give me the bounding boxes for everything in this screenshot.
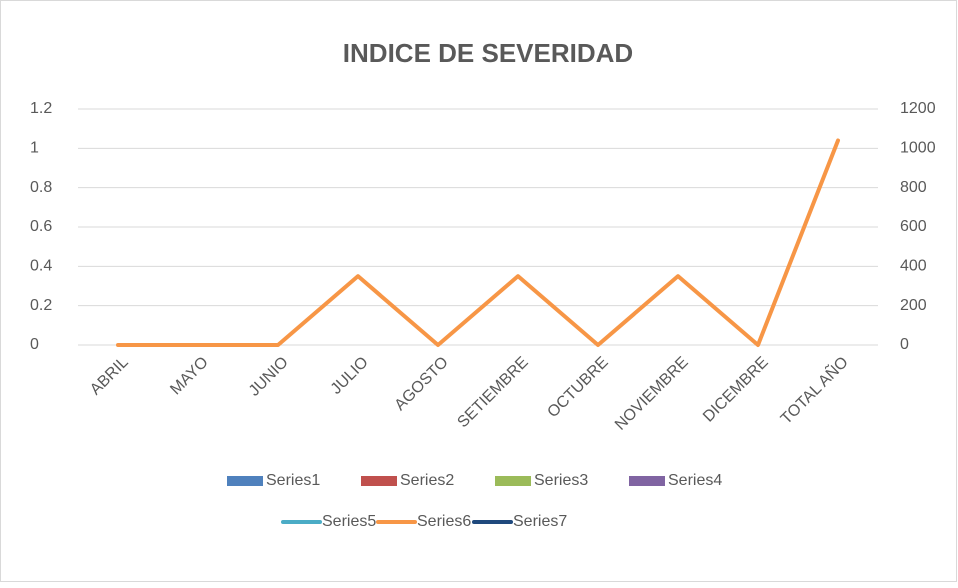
legend-label: Series5 <box>322 513 376 530</box>
y2-tick-label: 1200 <box>900 100 936 117</box>
y-tick-label: 0 <box>30 336 39 353</box>
legend-label: Series7 <box>513 513 567 530</box>
y-tick-label: 0.4 <box>30 258 52 275</box>
y2-tick-label: 600 <box>900 218 927 235</box>
legend-label: Series1 <box>266 472 320 489</box>
chart-title: INDICE DE SEVERIDAD <box>343 38 633 68</box>
y2-tick-label: 400 <box>900 258 927 275</box>
y2-tick-label: 800 <box>900 179 927 196</box>
legend-swatch <box>227 476 263 486</box>
legend-label: Series3 <box>534 472 588 489</box>
legend-label: Series2 <box>400 472 454 489</box>
legend-label: Series4 <box>668 472 722 489</box>
line-series <box>116 138 840 347</box>
y2-tick-label: 200 <box>900 297 927 314</box>
y-tick-label: 1.2 <box>30 100 52 117</box>
legend-swatch <box>629 476 665 486</box>
legend-swatch <box>495 476 531 486</box>
y-tick-label: 1 <box>30 140 39 157</box>
legend-label: Series6 <box>417 513 471 530</box>
y-tick-label: 0.6 <box>30 218 52 235</box>
y-tick-label: 0.2 <box>30 297 52 314</box>
y2-tick-label: 1000 <box>900 140 936 157</box>
legend-swatch <box>361 476 397 486</box>
y2-tick-label: 0 <box>900 336 909 353</box>
y-tick-label: 0.8 <box>30 179 52 196</box>
